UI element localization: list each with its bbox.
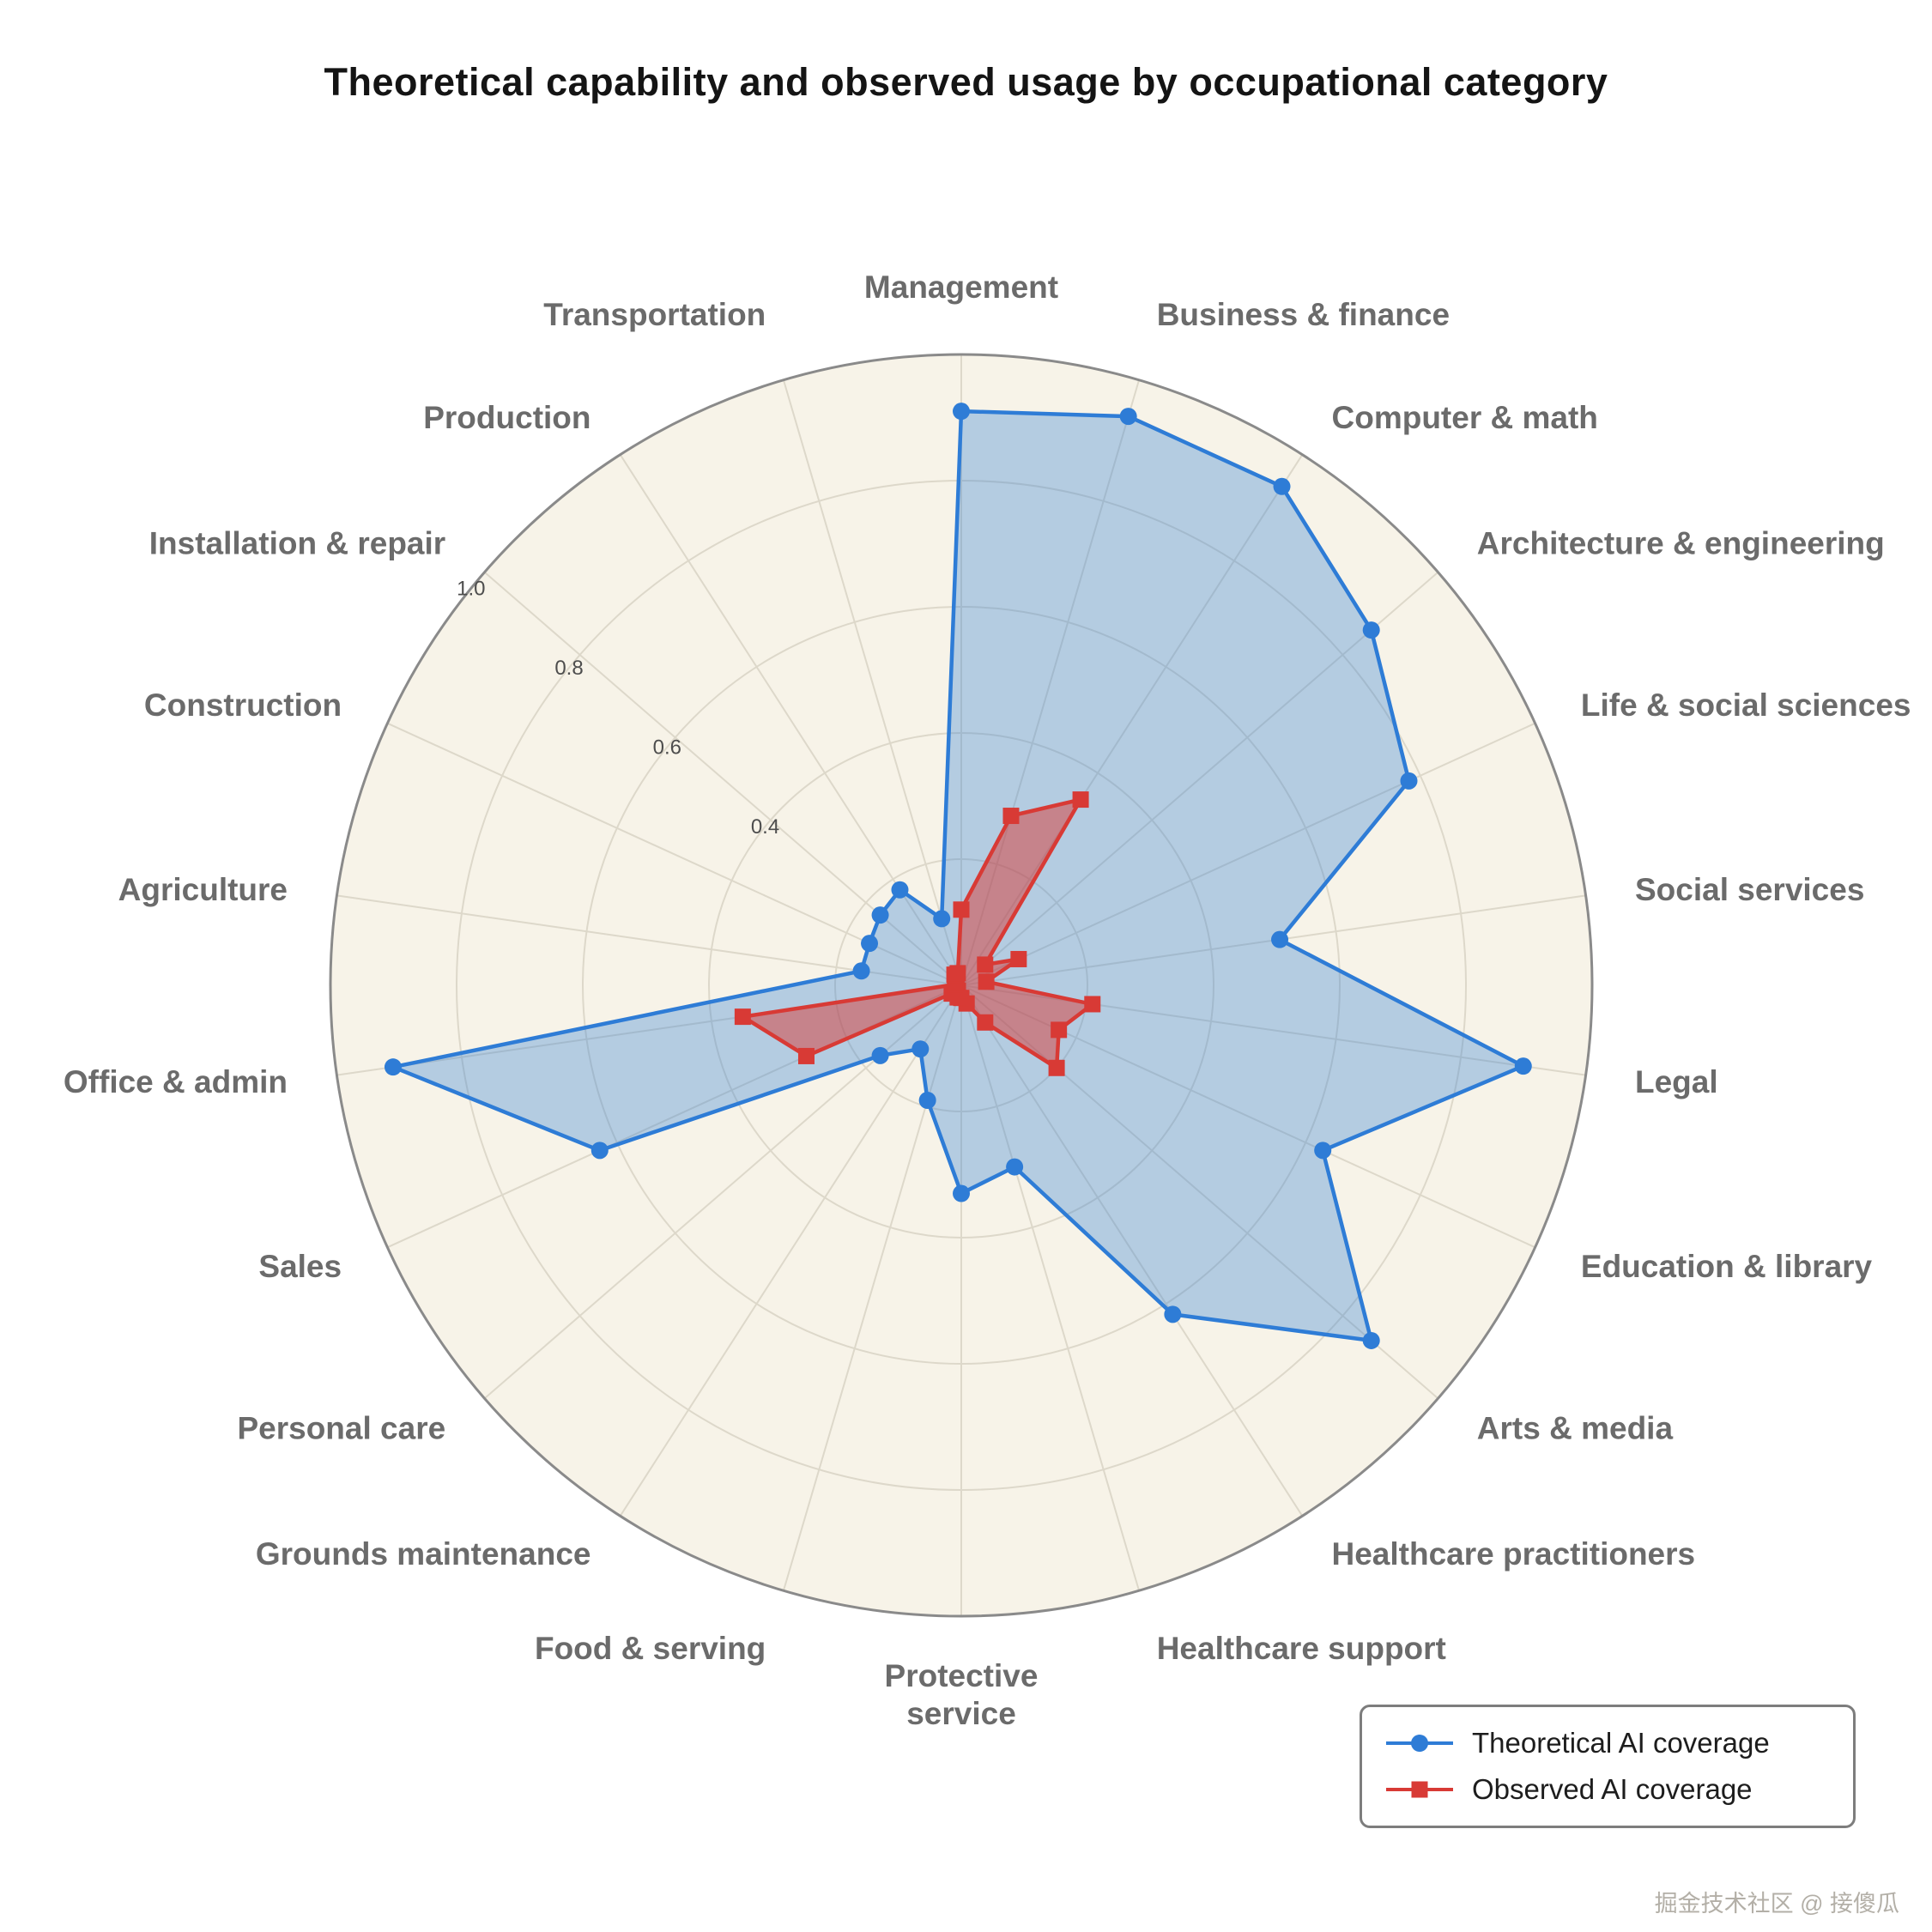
category-label: Food & serving	[535, 1631, 766, 1666]
data-point-theoretical	[911, 1040, 930, 1058]
category-label: Transportation	[543, 297, 766, 332]
radial-tick-label: 0.8	[554, 657, 583, 680]
data-point-observed	[949, 965, 966, 982]
category-label: Life & social sciences	[1581, 687, 1911, 723]
data-point-theoretical	[891, 881, 909, 899]
data-point-theoretical	[1271, 930, 1289, 948]
category-label: Legal	[1635, 1064, 1718, 1099]
data-point-theoretical	[1314, 1142, 1332, 1160]
data-point-theoretical	[852, 962, 870, 980]
data-point-theoretical	[1362, 1331, 1380, 1349]
legend-label-theoretical: Theoretical AI coverage	[1472, 1727, 1770, 1759]
data-point-observed	[734, 1008, 751, 1026]
radial-tick-label: 1.0	[457, 577, 485, 600]
category-label: Healthcare support	[1157, 1631, 1446, 1666]
observed-series-line-marker-icon	[1383, 1772, 1457, 1807]
data-point-theoretical	[953, 1184, 970, 1202]
legend-item-observed: Observed AI coverage	[1383, 1772, 1824, 1807]
data-point-theoretical	[1362, 621, 1380, 639]
category-label: Construction	[144, 687, 342, 723]
grid-spoke	[960, 571, 1439, 986]
page-title: Theoretical capability and observed usag…	[324, 60, 1608, 104]
data-point-theoretical	[861, 935, 879, 953]
data-point-theoretical	[1514, 1057, 1532, 1075]
data-point-theoretical	[953, 403, 970, 421]
category-label: Agriculture	[118, 872, 288, 907]
grid-spoke	[782, 984, 962, 1591]
radial-tick-label: 0.4	[751, 815, 779, 839]
category-label: Production	[423, 400, 591, 435]
category-label: Protective service	[885, 1658, 1039, 1731]
category-label: Social services	[1635, 872, 1864, 907]
data-point-observed	[1051, 1021, 1068, 1039]
data-point-observed	[1084, 996, 1101, 1013]
data-point-theoretical	[871, 906, 889, 924]
category-label: Architecture & engineering	[1477, 526, 1885, 561]
grid-spoke	[960, 984, 1304, 1517]
data-point-observed	[978, 973, 995, 990]
data-point-theoretical	[1400, 772, 1418, 790]
chart-legend: Theoretical AI coverage Observed AI cove…	[1360, 1705, 1856, 1828]
data-point-theoretical	[1273, 477, 1291, 495]
data-point-observed	[1002, 808, 1020, 825]
category-label: Installation & repair	[149, 526, 445, 561]
data-point-theoretical	[871, 1046, 889, 1064]
data-point-theoretical	[1006, 1158, 1024, 1176]
legend-item-theoretical: Theoretical AI coverage	[1383, 1726, 1824, 1760]
legend-label-observed: Observed AI coverage	[1472, 1773, 1753, 1805]
data-point-theoretical	[591, 1142, 609, 1160]
data-point-observed	[1072, 791, 1089, 809]
data-point-observed	[977, 956, 994, 973]
category-label: Healthcare practitioners	[1332, 1536, 1696, 1572]
category-label: Grounds maintenance	[256, 1536, 591, 1572]
data-point-observed	[1010, 950, 1027, 967]
category-label: Business & finance	[1157, 297, 1450, 332]
data-point-observed	[1048, 1059, 1065, 1076]
data-point-observed	[953, 901, 970, 918]
grid-spoke	[960, 722, 1535, 986]
data-point-observed	[977, 1014, 994, 1031]
category-label: Personal care	[237, 1410, 445, 1445]
category-label: Education & library	[1581, 1249, 1873, 1284]
grid-spoke	[619, 984, 962, 1517]
category-label: Office & admin	[64, 1064, 288, 1099]
data-point-theoretical	[384, 1058, 402, 1076]
data-point-theoretical	[1119, 408, 1137, 426]
watermark-text: 掘金技术社区 @ 接傻瓜	[1654, 1891, 1899, 1917]
category-label: Sales	[258, 1249, 342, 1284]
data-point-theoretical	[1164, 1305, 1182, 1323]
data-point-theoretical	[933, 910, 951, 928]
grid-spoke	[782, 379, 962, 986]
category-label: Management	[864, 270, 1058, 305]
theoretical-series-line-marker-icon	[1383, 1726, 1457, 1760]
data-point-theoretical	[918, 1091, 936, 1109]
category-label: Computer & math	[1332, 400, 1598, 435]
grid-spoke	[960, 984, 1141, 1591]
category-label: Arts & media	[1477, 1410, 1674, 1445]
data-point-observed	[797, 1047, 815, 1064]
radial-tick-label: 0.6	[653, 736, 681, 760]
polar-outline	[329, 353, 1594, 1618]
